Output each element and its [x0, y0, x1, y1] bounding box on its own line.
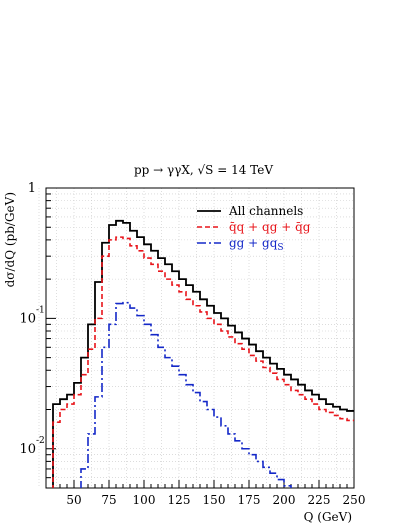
series-line-1	[52, 219, 354, 488]
x-tick-label: 100	[133, 493, 156, 507]
data-layer	[52, 219, 354, 488]
legend-label-3: gg + gqS	[229, 236, 284, 253]
x-tick-label: 50	[66, 493, 81, 507]
x-tick-label: 150	[203, 493, 226, 507]
x-tick-label: 225	[308, 493, 331, 507]
series-line-2	[52, 236, 354, 488]
x-tick-label: 125	[168, 493, 191, 507]
y-tick-label: 10	[19, 311, 36, 326]
x-tick-label: 75	[101, 493, 116, 507]
y-tick-label: 10	[19, 442, 36, 457]
y-tick-exponent: -2	[36, 436, 45, 446]
y-tick-exponent: -1	[36, 305, 45, 315]
x-axis-label: Q (GeV)	[304, 510, 352, 524]
grid-lines	[38, 188, 354, 488]
chart-title: pp → γγX, √S = 14 TeV	[133, 163, 274, 177]
y-axis-ticks	[46, 187, 56, 489]
series-line-3	[80, 301, 292, 488]
legend-label-2: q̄q + qg + q̄g	[229, 220, 311, 234]
y-axis-label: dσ/dQ (pb/GeV)	[3, 192, 17, 287]
x-axis-ticks	[52, 480, 355, 488]
x-tick-label: 250	[343, 493, 366, 507]
legend-label-1: All channels	[228, 204, 303, 218]
x-tick-label: 200	[273, 493, 296, 507]
x-tick-label: 175	[238, 493, 261, 507]
y-tick-label: 1	[28, 181, 36, 196]
